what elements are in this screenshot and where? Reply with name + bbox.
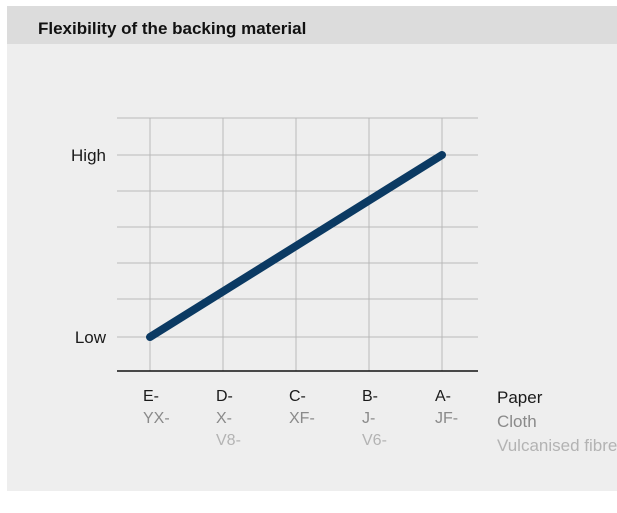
- x-tick-label-paper: B-: [362, 388, 378, 405]
- x-tick-label-cloth: J-: [362, 410, 376, 427]
- y-tick-label: High: [71, 146, 106, 165]
- legend: Paper Cloth Vulcanised fibre: [497, 386, 617, 458]
- flexibility-line: [146, 151, 446, 341]
- chart-card: [7, 6, 617, 491]
- x-tick-label-fibre: [143, 430, 193, 452]
- x-tick-label-cloth: JF-: [435, 410, 459, 427]
- x-tick-label-fibre: V8-: [216, 432, 241, 449]
- x-tick-label-cloth: X-: [216, 410, 232, 427]
- legend-cloth: Cloth: [497, 412, 537, 431]
- x-category: D- X- V8-: [216, 386, 266, 452]
- chart-title: Flexibility of the backing material: [38, 19, 307, 38]
- x-category: B- J- V6-: [362, 386, 412, 452]
- x-tick-label-paper: E-: [143, 388, 159, 405]
- x-category: A- JF-: [435, 386, 485, 452]
- y-tick-label: Low: [75, 328, 107, 347]
- legend-paper: Paper: [497, 388, 543, 407]
- chart-header: [7, 6, 617, 44]
- y-axis-labels: Low High: [71, 146, 107, 347]
- x-tick-label-fibre: [435, 430, 485, 452]
- x-category: E- YX-: [143, 386, 193, 452]
- x-tick-label-paper: C-: [289, 388, 306, 405]
- x-tick-label-fibre: V6-: [362, 432, 387, 449]
- x-tick-label-cloth: YX-: [143, 410, 170, 427]
- x-category: C- XF-: [289, 386, 339, 452]
- legend-vulcanised-fibre: Vulcanised fibre: [497, 436, 617, 455]
- x-tick-label-paper: D-: [216, 388, 233, 405]
- grid: [117, 117, 478, 372]
- x-tick-label-cloth: XF-: [289, 410, 315, 427]
- x-tick-label-fibre: [289, 430, 339, 452]
- x-tick-label-paper: A-: [435, 388, 451, 405]
- series: [146, 151, 446, 341]
